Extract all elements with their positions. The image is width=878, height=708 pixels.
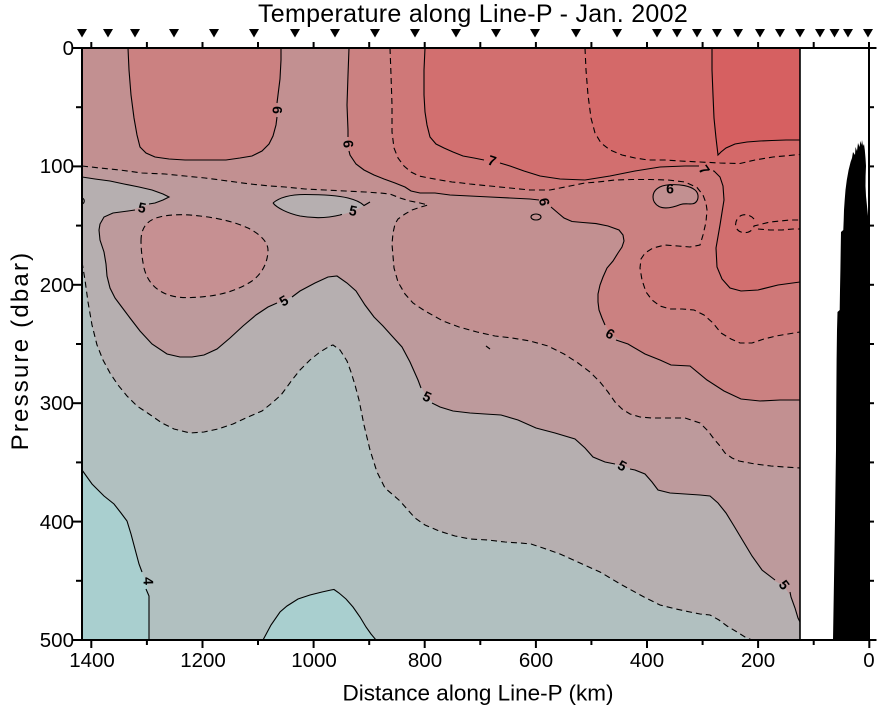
svg-text:6: 6 [340,139,357,148]
svg-text:1400: 1400 [69,649,115,672]
svg-text:500: 500 [40,629,74,652]
svg-text:1000: 1000 [291,649,337,672]
svg-text:200: 200 [741,649,775,672]
svg-text:1200: 1200 [180,649,226,672]
svg-text:Pressure (dbar): Pressure (dbar) [7,251,34,451]
svg-text:100: 100 [40,155,74,178]
svg-text:6: 6 [666,181,674,197]
svg-text:Distance along Line-P (km): Distance along Line-P (km) [343,681,614,706]
svg-text:5: 5 [137,199,148,216]
svg-text:6: 6 [536,197,553,208]
svg-text:5: 5 [348,202,359,219]
svg-text:6: 6 [270,106,286,114]
svg-text:0: 0 [63,37,74,60]
svg-text:400: 400 [630,649,664,672]
svg-text:4: 4 [140,577,156,586]
svg-text:400: 400 [40,511,74,534]
svg-text:0: 0 [863,649,874,672]
svg-text:200: 200 [40,274,74,297]
svg-text:800: 800 [408,649,442,672]
svg-text:Temperature along Line-P - Jan: Temperature along Line-P - Jan. 2002 [258,0,688,28]
svg-text:300: 300 [40,392,74,415]
svg-text:600: 600 [519,649,553,672]
